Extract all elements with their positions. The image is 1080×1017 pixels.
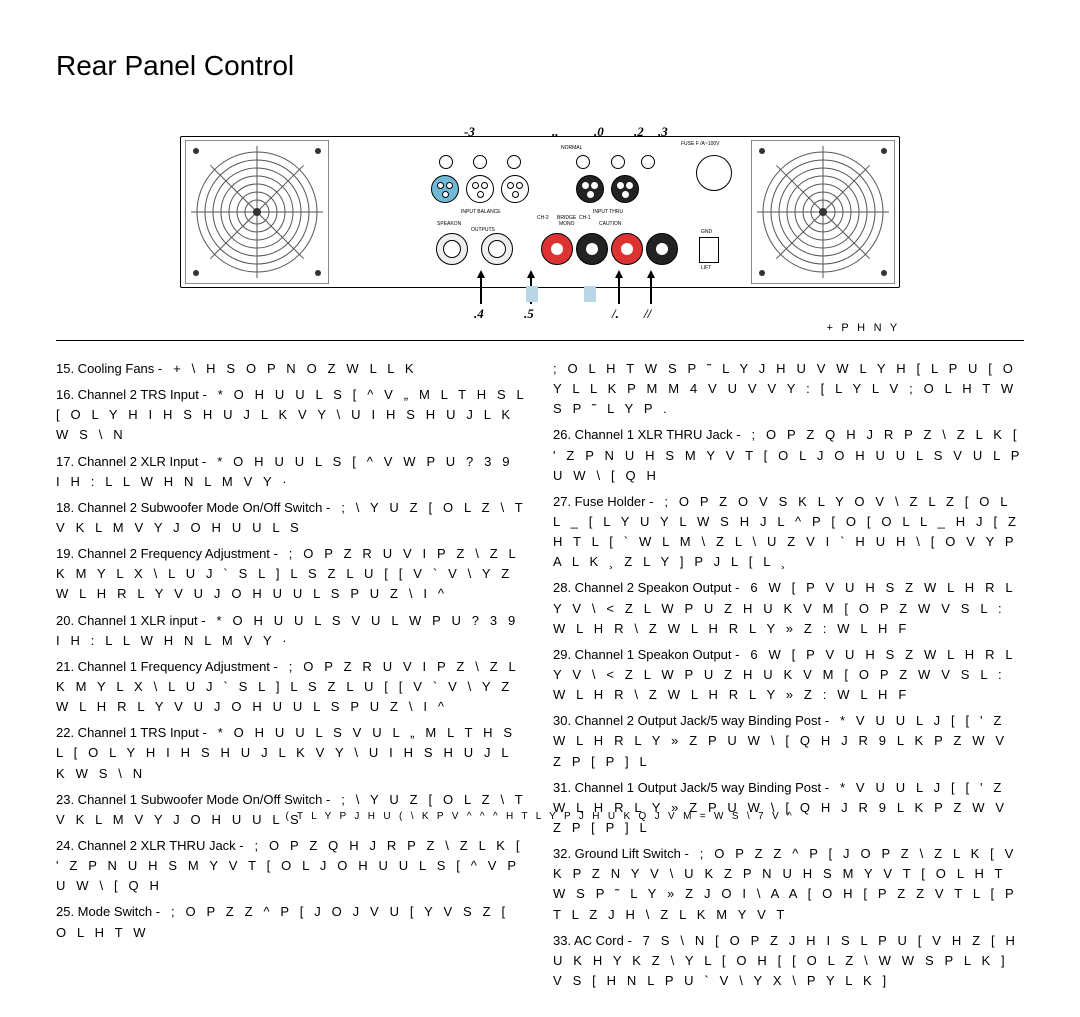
xlr-ch2-thru [466, 175, 494, 203]
fuse-holder [696, 155, 732, 191]
label-lift: LIFT [701, 265, 711, 271]
callout-label: .4 [474, 306, 484, 322]
list-item: 21. Channel 1 Frequency Adjustment - ; O… [56, 657, 527, 717]
list-item: 18. Channel 2 Subwoofer Mode On/Off Swit… [56, 498, 527, 538]
xlr-ch1-thru [611, 175, 639, 203]
label-ch1: CH-1 [579, 215, 591, 221]
xlr-ch2-bal [501, 175, 529, 203]
callout-label: /. [612, 306, 619, 322]
label-input-thru: INPUT THRU [593, 209, 623, 215]
list-item: 32. Ground Lift Switch - ; O P Z Z ^ P [… [553, 844, 1024, 925]
callout-label: .5 [524, 306, 534, 322]
list-item: 20. Channel 1 XLR input - * O H U U L S … [56, 611, 527, 651]
label-outputs: OUTPUTS [471, 227, 495, 233]
speakon-ch2 [436, 233, 468, 265]
list-item: 23. Channel 1 Subwoofer Mode On/Off Swit… [56, 790, 527, 830]
list-item: 29. Channel 1 Speakon Output - 6 W [ P V… [553, 645, 1024, 705]
label-ch2: CH-2 [537, 215, 549, 221]
description-columns: 15. Cooling Fans - + \ H S O P N O Z W L… [56, 359, 1024, 997]
list-item: 22. Channel 1 TRS Input - * O H U U L S … [56, 723, 527, 783]
page-title: Rear Panel Control [56, 50, 1024, 82]
list-item: 27. Fuse Holder - ; O P Z O V S K L Y O … [553, 492, 1024, 573]
list-item: 15. Cooling Fans - + \ H S O P N O Z W L… [56, 359, 527, 379]
list-item: 24. Channel 2 XLR THRU Jack - ; O P Z Q … [56, 836, 527, 896]
list-item: 28. Channel 2 Speakon Output - 6 W [ P V… [553, 578, 1024, 638]
knob-mode [576, 155, 590, 169]
binding-ch2-neg [576, 233, 608, 265]
knob-ch2-sub [507, 155, 521, 169]
list-item: 26. Channel 1 XLR THRU Jack - ; O P Z Q … [553, 425, 1024, 485]
list-item-continuation: ; O L H T W S P ˜ L Y J H U V W L Y H [ … [553, 359, 1024, 419]
fan-left [185, 140, 329, 284]
xlr-ch1-input [576, 175, 604, 203]
rear-panel-diagram: -1-2-3-4-5-.../.0.1.2.3-1 [180, 136, 900, 328]
list-item: 25. Mode Switch - ; O P Z Z ^ P [ J O J … [56, 902, 527, 942]
list-item: 30. Channel 2 Output Jack/5 way Binding … [553, 711, 1024, 771]
divider [56, 340, 1024, 341]
rear-panel-outline: FUSE F /A~100V INPUT BALANCE INPUT THRU … [180, 136, 900, 288]
label-fuse: FUSE F /A~100V [681, 141, 720, 147]
page-footer: ( T L Y P J H U ( \ K P V ^ ^ ^ H T L Y … [0, 811, 1080, 822]
list-item: 31. Channel 1 Output Jack/5 way Binding … [553, 778, 1024, 838]
label-gnd: GND [701, 229, 712, 235]
label-speakon: SPEAKON [437, 221, 461, 227]
ground-lift-switch [699, 237, 719, 263]
list-item: 19. Channel 2 Frequency Adjustment - ; O… [56, 544, 527, 604]
column-left: 15. Cooling Fans - + \ H S O P N O Z W L… [56, 359, 527, 997]
fan-right [751, 140, 895, 284]
knob-ch2-freq [473, 155, 487, 169]
label-caution: CAUTION [599, 221, 622, 227]
speakon-ch1 [481, 233, 513, 265]
xlr-ch2-input [431, 175, 459, 203]
callout-label: // [644, 306, 651, 322]
binding-ch1-pos [611, 233, 643, 265]
label-normal: NORMAL [561, 145, 582, 151]
label-mono: MONO [559, 221, 575, 227]
column-right: ; O L H T W S P ˜ L Y J H U V W L Y H [ … [553, 359, 1024, 997]
list-item: 17. Channel 2 XLR Input - * O H U U L S … [56, 452, 527, 492]
knob-ch1-sub [611, 155, 625, 169]
list-item: 16. Channel 2 TRS Input - * O H U U L S … [56, 385, 527, 445]
binding-ch1-neg [646, 233, 678, 265]
list-item: 33. AC Cord - 7 S \ N [ O P Z J H I S L … [553, 931, 1024, 991]
side-label: + P H N Y [826, 322, 900, 334]
knob-ch2-trs [439, 155, 453, 169]
label-input-balance: INPUT BALANCE [461, 209, 501, 215]
binding-ch2-pos [541, 233, 573, 265]
knob-ch1-freq [641, 155, 655, 169]
